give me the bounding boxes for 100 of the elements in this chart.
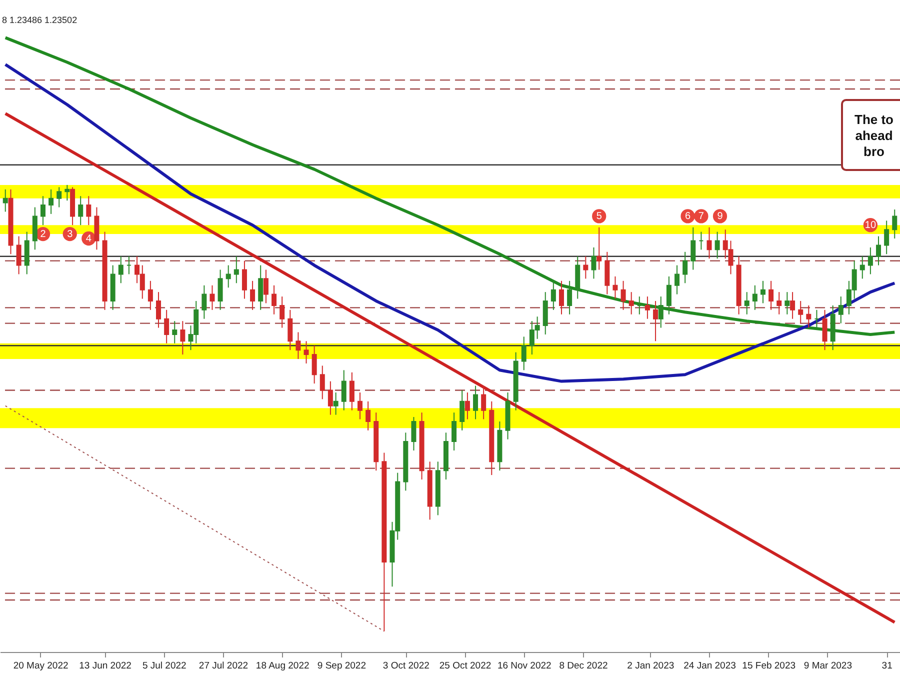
candlestick	[341, 370, 346, 411]
candlestick	[550, 280, 556, 310]
candlestick	[16, 236, 22, 275]
candlestick	[674, 264, 680, 295]
candlestick	[202, 284, 207, 320]
candlestick	[2, 188, 8, 212]
candlestick	[583, 256, 588, 280]
candlestick	[304, 340, 309, 364]
candlestick	[860, 256, 865, 280]
candlestick	[473, 385, 478, 420]
candlestick	[481, 385, 486, 420]
candlestick	[892, 208, 898, 239]
candlestick	[411, 416, 416, 451]
candlestick	[752, 284, 758, 310]
x-tick-label: 3 Oct 2022	[382, 660, 430, 672]
candlestick	[312, 345, 317, 384]
candlestick	[320, 365, 325, 400]
candlestick	[452, 412, 457, 451]
x-tick-label: 18 Aug 2022	[256, 660, 310, 672]
candlestick	[628, 292, 634, 315]
candlestick	[218, 269, 223, 310]
candlestick	[798, 300, 804, 324]
candlestick	[690, 226, 696, 270]
candlestick	[56, 186, 62, 208]
candlestick	[242, 260, 247, 300]
candlestick	[172, 320, 178, 344]
candlestick	[658, 296, 664, 328]
annotation: 6	[684, 211, 691, 222]
candlestick	[806, 304, 812, 328]
x-tick-label: 25 Oct 2022	[439, 660, 492, 672]
candlestick	[558, 280, 564, 315]
x-tick-label: 13 Jun 2022	[79, 660, 132, 672]
candlestick	[366, 400, 371, 431]
text: 8 1.23486 1.23502	[2, 15, 78, 25]
candlestick	[682, 251, 688, 284]
x-tick-label: 31	[882, 660, 892, 672]
candlestick	[164, 309, 170, 344]
x-tick-label: 8 Dec 2022	[559, 660, 608, 672]
x-tick-label: 24 Jan 2023	[684, 660, 736, 672]
candlestick	[258, 264, 264, 310]
candlestick	[596, 226, 602, 270]
candlestick	[644, 296, 650, 320]
candlestick	[591, 246, 596, 280]
x-tick-label: 9 Sep 2022	[317, 660, 366, 672]
candlestick	[86, 196, 92, 226]
candlestick	[40, 196, 46, 226]
candlestick	[768, 280, 774, 310]
candlestick	[868, 246, 873, 275]
candlestick	[460, 390, 465, 431]
candlestick	[612, 276, 618, 300]
x-tick-label: 2 Jan 2023	[627, 660, 674, 672]
candlestick	[156, 292, 162, 328]
candlestick	[838, 296, 844, 324]
candlestick	[784, 292, 790, 315]
annotation: 3	[67, 229, 74, 240]
candlestick	[180, 320, 186, 356]
x-tick-label: 9 Mar 2023	[804, 660, 852, 672]
candlestick	[464, 392, 470, 420]
candlestick	[263, 269, 268, 304]
candlestick	[349, 372, 354, 411]
candlestick	[358, 392, 362, 420]
annotation: 5	[596, 211, 602, 222]
candlestick	[328, 380, 333, 416]
annotation: 2	[40, 229, 46, 240]
x-tick-label: 20 May 2022	[13, 660, 68, 672]
x-tick-label: 16 Nov 2022	[497, 660, 552, 672]
annotation: 10	[864, 220, 876, 232]
candlestick	[48, 188, 54, 214]
candlestick	[744, 292, 750, 315]
candlestick	[148, 280, 153, 310]
candlestick	[876, 236, 882, 266]
candlestick	[118, 256, 124, 284]
candlestick	[666, 276, 672, 315]
candlestick	[210, 284, 215, 310]
candlestick	[280, 296, 285, 328]
x-tick-label: 5 Jul 2022	[142, 660, 186, 672]
candlestick	[226, 264, 231, 288]
candlestick	[250, 280, 256, 310]
candlestick	[78, 196, 84, 226]
candlestick	[620, 280, 626, 310]
annotation: 7	[698, 211, 704, 222]
x-tick-label: 15 Feb 2023	[742, 660, 796, 672]
x-tick-label: 27 Jul 2022	[198, 660, 248, 672]
candlestick	[64, 184, 70, 202]
candlestick	[884, 220, 890, 255]
candlestick	[653, 300, 658, 342]
candlestick	[760, 280, 766, 304]
candlestick	[333, 392, 338, 416]
annotation: 4	[86, 234, 92, 244]
annotation: 9	[717, 211, 724, 222]
text: The to ahead bro	[854, 112, 894, 159]
candlestick	[296, 332, 301, 360]
candlestick	[706, 226, 712, 260]
candlestick	[234, 256, 239, 284]
candlestick	[288, 309, 293, 351]
candlestick	[776, 292, 782, 315]
candlestick	[790, 292, 796, 320]
candlestick	[521, 336, 526, 371]
candlestick	[272, 284, 277, 315]
candlestick	[822, 309, 828, 351]
